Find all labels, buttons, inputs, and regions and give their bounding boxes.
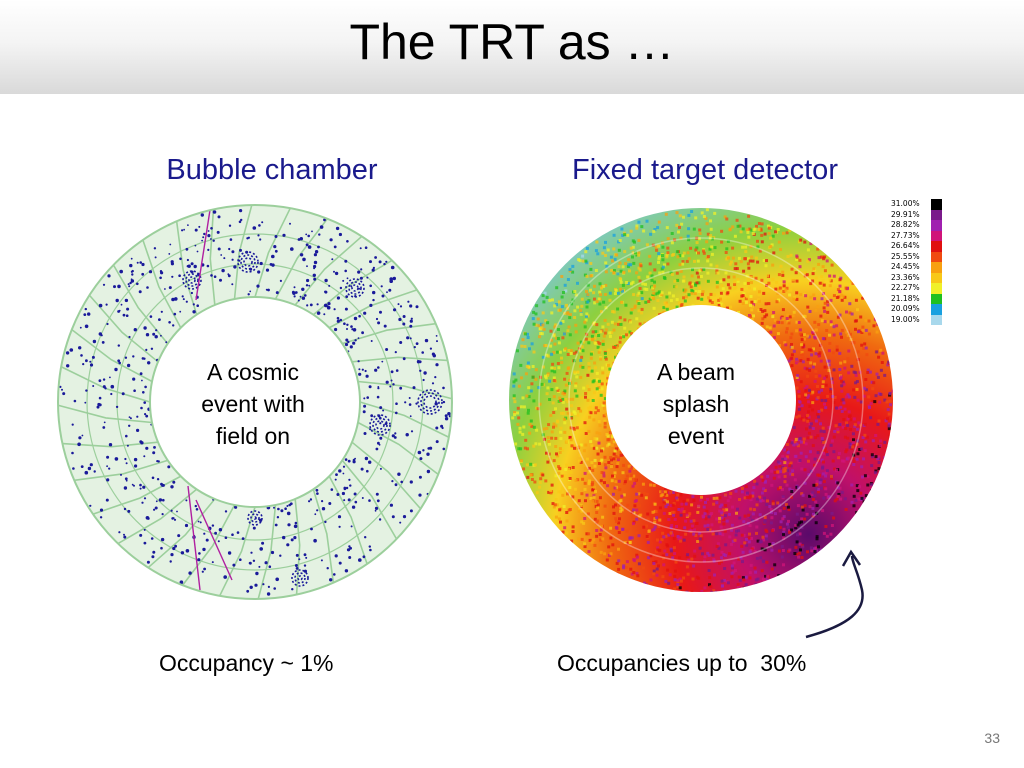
legend-row: 22.27%	[891, 283, 951, 294]
occupancies-caption: Occupancies up to 30%	[557, 650, 807, 676]
legend-swatch	[931, 230, 942, 241]
legend-swatch	[931, 262, 942, 273]
cosmic-event-label: A cosmic event with field on	[201, 359, 305, 449]
legend-row: 19.00%	[891, 314, 951, 325]
arrow-curve	[805, 555, 864, 639]
legend-label: 31.00%	[891, 199, 920, 208]
legend-swatch	[931, 283, 942, 294]
title-bar	[0, 0, 1024, 94]
page-number: 33	[984, 730, 1000, 746]
beam-splash-label: A beam splash event	[657, 359, 735, 449]
legend-swatch	[931, 293, 942, 304]
legend-row: 25.55%	[891, 251, 951, 262]
legend-label: 22.27%	[891, 283, 920, 292]
beam-splash-display	[509, 208, 896, 594]
legend-swatch	[931, 314, 942, 325]
legend-swatch	[931, 251, 942, 262]
legend-row: 28.82%	[891, 220, 951, 231]
legend-swatch	[931, 272, 942, 283]
legend-label: 23.36%	[891, 272, 920, 282]
legend-row: 26.64%	[891, 241, 951, 252]
legend-label: 24.45%	[891, 262, 920, 271]
bubble-chamber-heading: Bubble chamber	[166, 154, 378, 186]
legend-row: 23.36%	[891, 272, 951, 283]
cosmic-event-display	[57, 204, 453, 600]
legend-swatch	[931, 304, 942, 315]
legend-row: 21.18%	[891, 293, 951, 304]
legend-row: 20.09%	[891, 304, 951, 315]
arrow-head	[841, 549, 862, 567]
right-ring-inner	[606, 305, 796, 495]
legend-row: 29.91%	[891, 209, 951, 220]
legend-label: 25.55%	[891, 251, 920, 261]
left-ring-outer-edge	[57, 204, 453, 600]
legend-swatch	[931, 220, 942, 231]
occupancy-caption: Occupancy ~ 1%	[159, 650, 334, 676]
legend-label: 19.00%	[891, 314, 920, 324]
legend-label: 28.82%	[891, 220, 920, 229]
legend-label: 26.64%	[891, 241, 920, 250]
legend-swatch	[931, 199, 942, 210]
legend-swatch	[931, 241, 942, 252]
occupancy-legend: 31.00% 29.91% 28.82% 27.73% 26.64% 25.55% 24.4…	[891, 199, 951, 325]
legend-label: 20.09%	[891, 304, 920, 313]
legend-label: 27.73%	[891, 230, 920, 240]
slide-title: The TRT as …	[349, 14, 675, 70]
left-ring-inner	[149, 296, 361, 508]
fixed-target-heading: Fixed target detector	[572, 154, 838, 186]
legend-label: 29.91%	[891, 209, 920, 219]
legend-swatch	[931, 209, 942, 220]
legend-label: 21.18%	[891, 293, 920, 303]
legend-row: 24.45%	[891, 262, 951, 273]
legend-row: 27.73%	[891, 230, 951, 241]
legend-row: 31.00%	[891, 199, 951, 210]
